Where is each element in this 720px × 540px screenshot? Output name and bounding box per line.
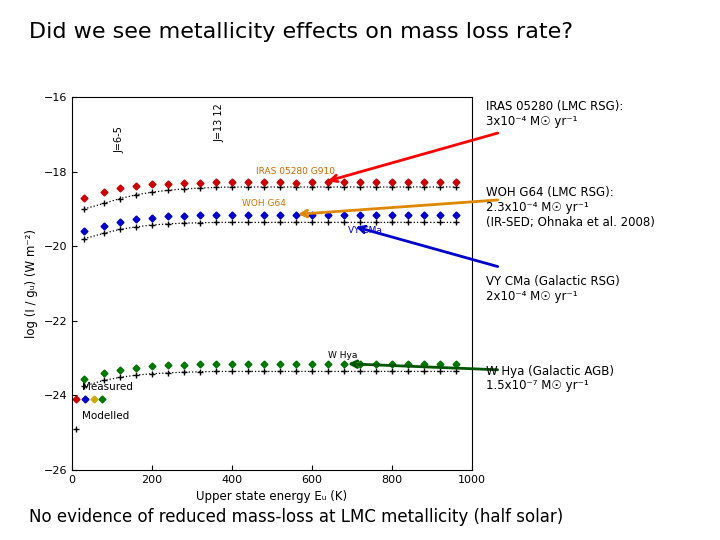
X-axis label: Upper state energy Eᵤ (K): Upper state energy Eᵤ (K) bbox=[197, 490, 347, 503]
Text: No evidence of reduced mass-loss at LMC metallicity (half solar): No evidence of reduced mass-loss at LMC … bbox=[29, 509, 563, 526]
Text: Modelled: Modelled bbox=[82, 411, 130, 422]
Text: W Hya: W Hya bbox=[328, 351, 357, 360]
Text: J=13 12: J=13 12 bbox=[215, 103, 225, 142]
Text: IRAS 05280 G910: IRAS 05280 G910 bbox=[256, 167, 336, 176]
Text: J=6-5: J=6-5 bbox=[115, 126, 125, 153]
Text: VY CMa (Galactic RSG)
2x10⁻⁴ M☉ yr⁻¹: VY CMa (Galactic RSG) 2x10⁻⁴ M☉ yr⁻¹ bbox=[486, 275, 620, 303]
Text: W Hya (Galactic AGB)
1.5x10⁻⁷ M☉ yr⁻¹: W Hya (Galactic AGB) 1.5x10⁻⁷ M☉ yr⁻¹ bbox=[486, 364, 614, 393]
Text: Measured: Measured bbox=[82, 382, 133, 392]
Text: WOH G64: WOH G64 bbox=[242, 199, 286, 208]
Text: WOH G64 (LMC RSG):
2.3x10⁻⁴ M☉ yr⁻¹
(IR-SED; Ohnaka et al. 2008): WOH G64 (LMC RSG): 2.3x10⁻⁴ M☉ yr⁻¹ (IR-… bbox=[486, 186, 655, 230]
Text: Did we see metallicity effects on mass loss rate?: Did we see metallicity effects on mass l… bbox=[29, 22, 573, 42]
Text: VY CMa: VY CMa bbox=[348, 226, 382, 235]
Text: IRAS 05280 (LMC RSG):
3x10⁻⁴ M☉ yr⁻¹: IRAS 05280 (LMC RSG): 3x10⁻⁴ M☉ yr⁻¹ bbox=[486, 100, 624, 128]
Y-axis label: log (I / gᵤ) (W m⁻²): log (I / gᵤ) (W m⁻²) bbox=[25, 229, 38, 338]
